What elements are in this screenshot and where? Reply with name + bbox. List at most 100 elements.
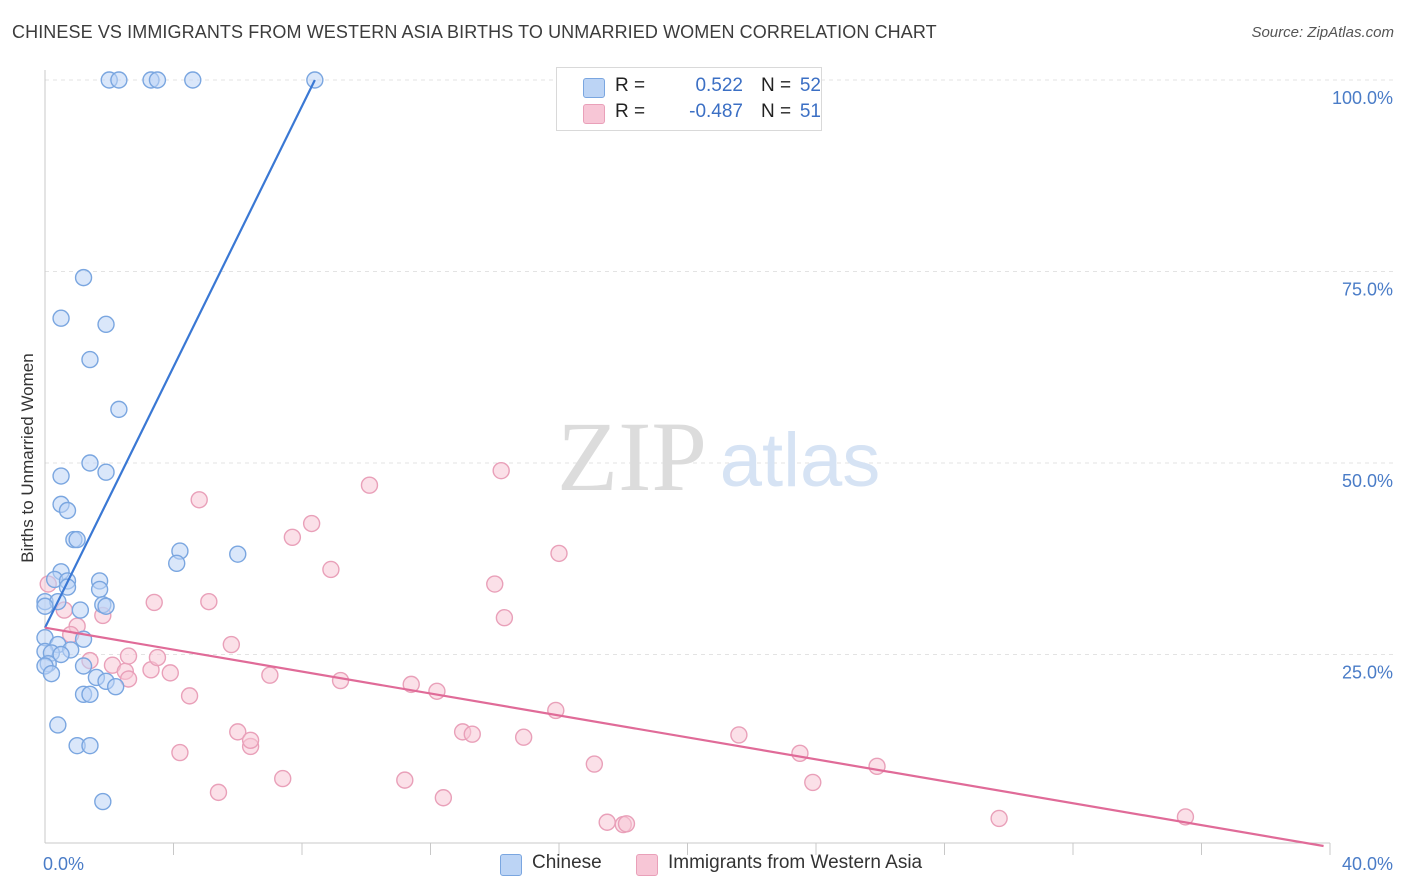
western-asia-point: [585, 755, 604, 773]
western-asia-point: [791, 744, 809, 763]
western-asia-point: [331, 671, 350, 690]
chinese-point: [36, 597, 54, 615]
stats-r-value: -0.487: [689, 101, 743, 122]
stats-swatch-chinese: [583, 78, 605, 98]
western-asia-point: [145, 593, 163, 612]
chinese-point: [97, 463, 115, 481]
western-asia-point: [550, 544, 568, 563]
western-asia-point: [486, 575, 504, 593]
chinese-point: [58, 501, 77, 520]
western-asia-point: [514, 728, 533, 746]
western-asia-point: [396, 771, 414, 789]
western-asia-point: [492, 461, 510, 480]
western-asia-point: [402, 675, 420, 694]
watermark: ZIP atlas: [557, 401, 880, 512]
legend-label-western-asia: Immigrants from Western Asia: [668, 852, 923, 873]
western-asia-point: [119, 647, 138, 665]
western-asia-point: [161, 664, 179, 682]
western-asia-point: [360, 476, 379, 494]
chinese-points: [36, 71, 324, 811]
legend: Chinese Immigrants from Western Asia: [0, 852, 1406, 878]
western-asia-trend-line: [44, 626, 1324, 848]
stats-r-value: 0.522: [695, 75, 743, 96]
western-asia-point: [598, 813, 616, 831]
chinese-point: [94, 792, 112, 811]
chinese-point: [97, 315, 115, 334]
chinese-trend-line: [44, 79, 316, 629]
western-asia-point: [463, 725, 481, 743]
chinese-point: [74, 268, 93, 287]
stats-swatch-western-asia: [583, 104, 605, 124]
y-tick-label-100: 100.0%: [1332, 88, 1393, 108]
western-asia-point: [190, 491, 208, 509]
x-tick-label-min: 0.0%: [43, 854, 84, 874]
chinese-point: [81, 454, 99, 472]
western-asia-point: [428, 682, 446, 700]
chinese-point: [97, 597, 115, 615]
chinese-point: [184, 71, 202, 89]
western-asia-point: [222, 635, 241, 654]
western-asia-point: [200, 592, 218, 611]
western-asia-point: [261, 666, 279, 684]
stats-n-value: 52: [799, 75, 821, 96]
stats-n-label: N =: [761, 101, 792, 122]
x-tick-label-max: 40.0%: [1342, 854, 1393, 874]
western-asia-point: [241, 731, 260, 749]
y-tick-label-75: 75.0%: [1342, 280, 1393, 300]
western-asia-point: [322, 560, 340, 579]
western-asia-point: [180, 687, 199, 705]
chinese-point: [52, 309, 70, 327]
chinese-point: [49, 716, 67, 734]
stats-r-label: R =: [615, 101, 646, 122]
western-asia-points: [39, 461, 1195, 834]
western-asia-point: [495, 609, 514, 627]
western-asia-point: [434, 789, 453, 807]
chinese-point: [148, 71, 167, 89]
source-credit: Source: ZipAtlas.com: [1251, 24, 1394, 41]
stats-n-label: N =: [761, 75, 792, 96]
western-asia-point: [171, 743, 189, 762]
correlation-stats-box: R = 0.522 N = 52 R = -0.487 N = 51: [556, 67, 822, 131]
chart-title: CHINESE VS IMMIGRANTS FROM WESTERN ASIA …: [12, 22, 937, 42]
y-tick-labels: 25.0% 50.0% 75.0% 100.0%: [1332, 88, 1393, 683]
axes: [44, 70, 1331, 855]
chinese-point: [71, 601, 90, 619]
legend-label-chinese: Chinese: [532, 852, 602, 873]
chinese-point: [81, 685, 99, 704]
chinese-point: [168, 554, 186, 573]
watermark-atlas: atlas: [720, 418, 881, 503]
y-tick-label-25: 25.0%: [1342, 663, 1393, 683]
western-asia-point: [209, 783, 228, 802]
chinese-point: [52, 645, 70, 664]
y-tick-label-50: 50.0%: [1342, 471, 1393, 491]
chinese-point: [110, 71, 128, 89]
chinese-point: [106, 677, 125, 696]
western-asia-point: [804, 773, 822, 792]
chinese-point: [110, 400, 128, 419]
western-asia-point: [302, 514, 321, 533]
western-asia-point: [274, 769, 292, 788]
western-asia-point: [730, 726, 748, 744]
western-asia-point: [229, 723, 247, 741]
stats-n-value: 51: [799, 101, 821, 122]
chinese-point: [90, 580, 109, 599]
trend-lines: [44, 79, 1324, 848]
watermark-zip: ZIP: [557, 401, 707, 512]
chinese-point: [52, 467, 70, 485]
western-asia-point: [617, 815, 636, 833]
chinese-point: [229, 545, 247, 563]
stats-r-label: R =: [615, 75, 646, 96]
western-asia-point: [990, 809, 1008, 828]
chinese-point: [81, 350, 99, 369]
chinese-point: [68, 530, 86, 549]
chinese-point: [74, 657, 93, 675]
western-asia-point: [148, 648, 167, 667]
legend-swatch-western-asia: [636, 854, 658, 876]
gridlines: [45, 79, 1394, 655]
western-asia-point: [119, 670, 138, 688]
chinese-point: [81, 736, 99, 755]
western-asia-point: [868, 757, 886, 776]
western-asia-point: [283, 528, 302, 547]
chinese-point: [42, 664, 61, 683]
